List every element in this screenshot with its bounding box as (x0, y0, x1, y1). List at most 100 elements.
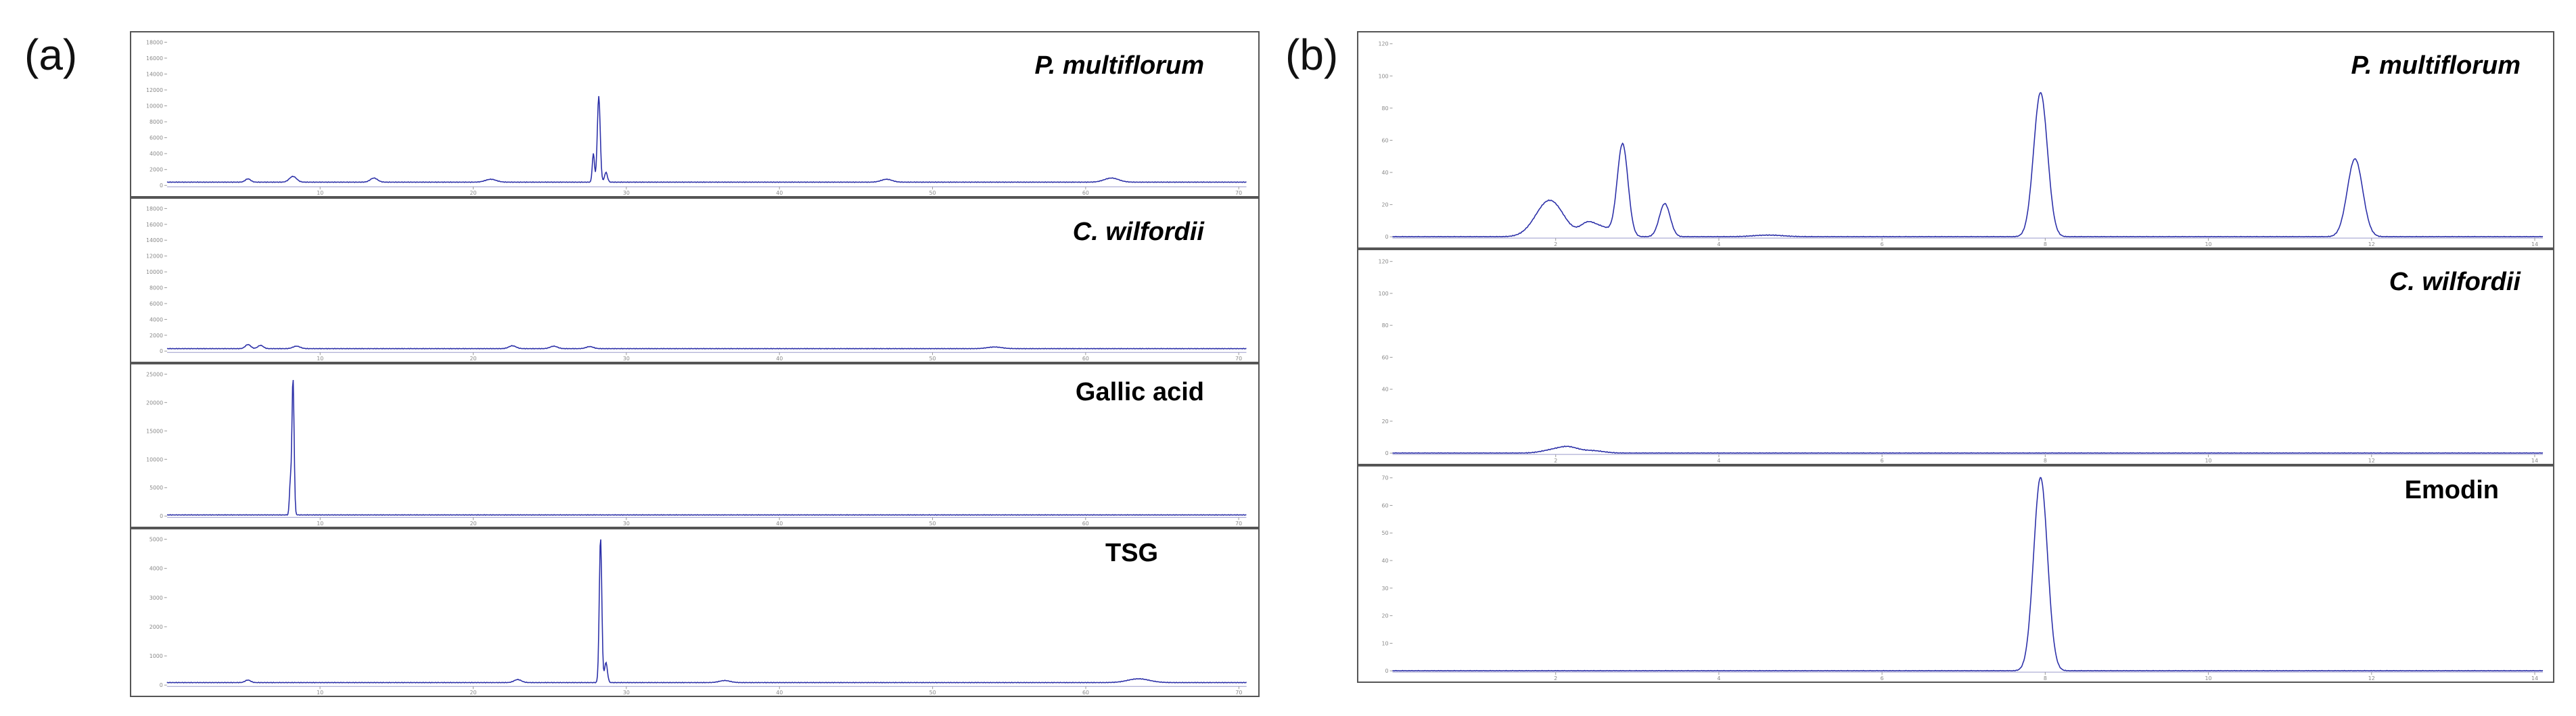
chromatogram-trace (1392, 477, 2544, 672)
y-tick-label: 80 (1381, 105, 1388, 112)
chromatogram-trace (166, 96, 1247, 183)
y-tick-label: 14000 (146, 71, 163, 77)
chart-a-p-multiflorum-svg: 0 2000 4000 6000 8000 10000 12000 14000 16000 180… (146, 39, 1247, 196)
x-tick-label: 20 (470, 521, 477, 527)
y-tick-label: 3000 (150, 595, 163, 601)
label-c-wilfordii-b: C. wilfordii (2389, 268, 2521, 296)
y-tick-label: 15000 (146, 428, 163, 434)
x-tick-label: 10 (317, 190, 323, 196)
label-p-multiflorum-b: P. multiflorum (2351, 51, 2521, 80)
chromatogram-trace (166, 539, 1247, 684)
x-tick-label: 12 (2368, 458, 2375, 464)
y-tick-label: 6000 (150, 301, 163, 307)
x-tick-label: 10 (2205, 675, 2212, 682)
label-gallic-acid: Gallic acid (1075, 378, 1204, 406)
x-tick-label: 6 (1881, 458, 1884, 464)
chart-b-emodin-svg: 0 10 20 30 40 50 60 70 2 4 6 8 10 12 14 (1381, 475, 2544, 682)
chromatogram-a-p-multiflorum: 0 2000 4000 6000 8000 10000 12000 14000 16000 180… (130, 31, 1260, 197)
x-tick-label: 40 (776, 356, 783, 362)
chart-a-c-wilfordii-svg: 0 2000 4000 6000 8000 10000 12000 14000 16000 180… (146, 206, 1247, 362)
x-tick-label: 30 (623, 690, 630, 696)
chart-b-c-wilfordii-svg: 0 20 40 60 80 100 120 2 4 6 8 10 12 14 (1379, 259, 2544, 464)
y-tick-label: 12000 (146, 254, 163, 260)
x-tick-label: 30 (623, 190, 630, 196)
label-c-wilfordii-a: C. wilfordii (1072, 218, 1204, 246)
y-tick-label: 10 (1381, 640, 1388, 646)
chromatogram-b-c-wilfordii: 0 20 40 60 80 100 120 2 4 6 8 10 12 14 C. wilfordii (1357, 249, 2554, 465)
y-tick-label: 70 (1381, 475, 1388, 481)
y-tick-label: 0 (1385, 234, 1389, 240)
chromatogram-trace (1392, 446, 2544, 454)
y-tick-label: 12000 (146, 87, 163, 93)
y-tick-label: 14000 (146, 237, 163, 243)
y-tick-label: 4000 (150, 151, 163, 157)
x-tick-label: 14 (2531, 458, 2538, 464)
y-tick-label: 60 (1382, 354, 1389, 360)
x-tick-label: 10 (317, 521, 323, 527)
x-tick-label: 12 (2368, 241, 2375, 247)
y-tick-label: 100 (1379, 291, 1389, 297)
panel-a-label: (a) (24, 30, 78, 79)
y-tick-label: 0 (1385, 450, 1389, 456)
x-tick-label: 30 (623, 521, 630, 527)
chromatogram-b-p-multiflorum: 0 20 40 60 80 100 120 2 4 6 8 10 12 14 P. multiflorum (1357, 31, 2554, 249)
y-tick-label: 20 (1382, 419, 1389, 425)
x-tick-label: 2 (1554, 458, 1557, 464)
y-tick-label: 4000 (150, 316, 163, 323)
y-tick-label: 20 (1381, 202, 1388, 208)
y-tick-label: 20 (1381, 613, 1388, 619)
chart-a-tsg-svg: 0 1000 2000 3000 4000 5000 10 20 30 40 50 60 70 (150, 536, 1247, 696)
chromatogram-trace (166, 379, 1247, 516)
chart-b-p-multiflorum-svg: 0 20 40 60 80 100 120 2 4 6 8 10 12 14 (1378, 41, 2544, 247)
x-tick-label: 50 (929, 356, 936, 362)
x-tick-label: 14 (2531, 241, 2538, 247)
x-tick-label: 70 (1235, 521, 1242, 527)
label-tsg: TSG (1105, 539, 1159, 567)
y-tick-label: 80 (1382, 323, 1389, 329)
y-tick-label: 2000 (150, 167, 163, 173)
x-tick-label: 2 (1554, 241, 1557, 247)
x-tick-label: 10 (317, 356, 323, 362)
chromatogram-b-emodin: 0 10 20 30 40 50 60 70 2 4 6 8 10 12 14 Emodin (1357, 465, 2554, 683)
x-tick-label: 70 (1235, 356, 1242, 362)
x-tick-label: 30 (623, 356, 630, 362)
x-tick-label: 8 (2044, 241, 2047, 247)
y-tick-label: 0 (160, 183, 163, 189)
chromatogram-a-tsg: 0 1000 2000 3000 4000 5000 10 20 30 40 50 60 70 TSG (130, 528, 1260, 697)
y-tick-label: 5000 (150, 536, 163, 542)
x-tick-label: 20 (469, 690, 476, 696)
y-tick-label: 18000 (146, 206, 163, 212)
x-tick-label: 6 (1881, 241, 1884, 247)
x-tick-label: 70 (1235, 190, 1242, 196)
x-tick-label: 60 (1082, 521, 1089, 527)
x-tick-label: 60 (1082, 190, 1089, 196)
x-tick-label: 8 (2044, 458, 2047, 464)
y-tick-label: 40 (1381, 558, 1388, 564)
y-tick-label: 25000 (146, 371, 163, 377)
chromatogram-trace (166, 343, 1247, 350)
x-tick-label: 12 (2368, 675, 2375, 682)
y-tick-label: 120 (1378, 41, 1388, 47)
x-tick-label: 60 (1082, 356, 1089, 362)
y-tick-label: 60 (1381, 137, 1388, 143)
y-tick-label: 16000 (146, 55, 163, 62)
x-tick-label: 20 (470, 190, 477, 196)
x-tick-label: 70 (1235, 690, 1242, 696)
y-tick-label: 0 (160, 348, 163, 354)
x-tick-label: 14 (2531, 675, 2538, 682)
y-tick-label: 4000 (150, 566, 163, 572)
y-tick-label: 18000 (146, 39, 163, 45)
chromatogram-a-c-wilfordii: 0 2000 4000 6000 8000 10000 12000 14000 16000 180… (130, 197, 1260, 363)
x-tick-label: 2 (1554, 675, 1557, 682)
label-emodin: Emodin (2404, 476, 2499, 504)
x-tick-label: 60 (1082, 690, 1089, 696)
y-tick-label: 20000 (146, 400, 163, 406)
y-tick-label: 5000 (150, 485, 163, 491)
x-tick-label: 10 (2205, 241, 2212, 247)
y-tick-label: 8000 (150, 285, 163, 291)
y-tick-label: 1000 (150, 653, 163, 659)
x-tick-label: 20 (470, 356, 477, 362)
x-tick-label: 4 (1717, 458, 1720, 464)
x-tick-label: 4 (1717, 241, 1720, 247)
y-tick-label: 0 (160, 682, 163, 688)
